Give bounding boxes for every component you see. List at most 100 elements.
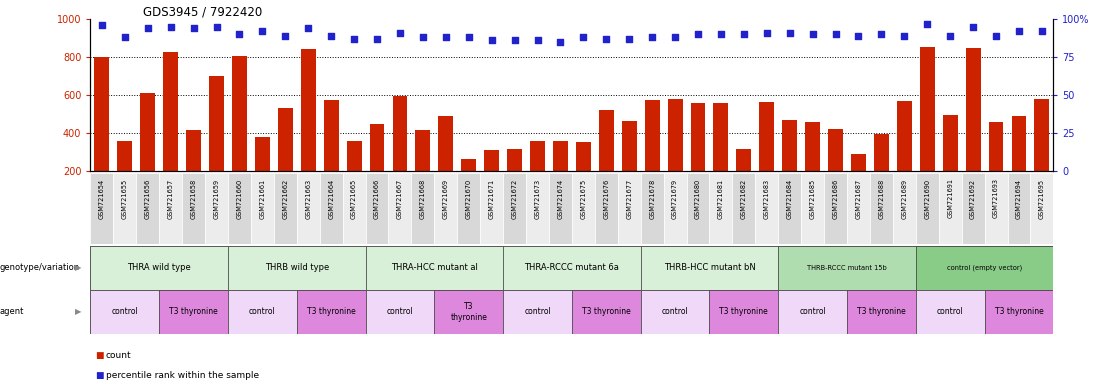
Bar — [163, 52, 179, 209]
Bar — [461, 159, 476, 209]
Text: control (empty vector): control (empty vector) — [947, 265, 1022, 271]
Bar — [920, 47, 934, 209]
Text: GSM721667: GSM721667 — [397, 179, 403, 219]
FancyBboxPatch shape — [779, 290, 847, 334]
Text: GSM721671: GSM721671 — [489, 179, 494, 218]
FancyBboxPatch shape — [458, 173, 480, 244]
FancyBboxPatch shape — [526, 173, 549, 244]
Bar — [1011, 116, 1027, 209]
FancyBboxPatch shape — [365, 290, 435, 334]
FancyBboxPatch shape — [159, 173, 182, 244]
Text: ▶: ▶ — [75, 308, 82, 316]
Text: THRB-RCCC mutant 15b: THRB-RCCC mutant 15b — [807, 265, 887, 271]
FancyBboxPatch shape — [365, 173, 388, 244]
Point — [849, 33, 867, 39]
Text: GSM721666: GSM721666 — [374, 179, 381, 219]
FancyBboxPatch shape — [664, 173, 686, 244]
Text: GSM721689: GSM721689 — [901, 179, 908, 218]
Bar — [95, 57, 109, 209]
FancyBboxPatch shape — [503, 246, 641, 290]
Text: GSM721664: GSM721664 — [329, 179, 334, 219]
Text: GSM721655: GSM721655 — [121, 179, 128, 219]
Bar — [438, 116, 453, 209]
Bar — [117, 141, 132, 209]
Text: GSM721678: GSM721678 — [650, 179, 655, 219]
Text: control: control — [386, 308, 414, 316]
Text: genotype/variation: genotype/variation — [0, 263, 81, 272]
Point — [392, 30, 409, 36]
FancyBboxPatch shape — [549, 173, 571, 244]
Text: GSM721654: GSM721654 — [99, 179, 105, 219]
Text: GSM721691: GSM721691 — [947, 179, 953, 218]
FancyBboxPatch shape — [90, 290, 159, 334]
FancyBboxPatch shape — [1007, 173, 1030, 244]
Bar — [210, 76, 224, 209]
FancyBboxPatch shape — [915, 173, 939, 244]
Text: control: control — [800, 308, 826, 316]
FancyBboxPatch shape — [503, 290, 571, 334]
Point — [872, 31, 890, 38]
FancyBboxPatch shape — [732, 173, 756, 244]
Text: T3 thyronine: T3 thyronine — [169, 308, 218, 316]
Point — [1034, 28, 1051, 35]
Point — [643, 34, 661, 40]
Text: GSM721694: GSM721694 — [1016, 179, 1022, 218]
Point — [437, 34, 454, 40]
Text: control: control — [524, 308, 550, 316]
Point — [666, 34, 684, 40]
Point — [758, 30, 775, 36]
Point — [987, 33, 1005, 39]
Point — [162, 24, 180, 30]
Text: GSM721676: GSM721676 — [603, 179, 609, 219]
Text: GSM721684: GSM721684 — [786, 179, 793, 219]
Text: THRB-HCC mutant bN: THRB-HCC mutant bN — [664, 263, 756, 272]
Text: count: count — [106, 351, 131, 360]
Bar — [782, 120, 797, 209]
FancyBboxPatch shape — [388, 173, 411, 244]
Text: agent: agent — [0, 308, 24, 316]
Bar — [301, 49, 315, 209]
Text: GSM721662: GSM721662 — [282, 179, 288, 219]
FancyBboxPatch shape — [847, 290, 915, 334]
Text: GSM721692: GSM721692 — [971, 179, 976, 218]
Point — [207, 24, 225, 30]
Point — [781, 30, 799, 36]
Text: GSM721677: GSM721677 — [627, 179, 632, 219]
Bar — [576, 142, 591, 209]
FancyBboxPatch shape — [618, 173, 641, 244]
Bar — [553, 141, 568, 209]
Text: T3 thyronine: T3 thyronine — [857, 308, 906, 316]
FancyBboxPatch shape — [641, 173, 664, 244]
Text: THRA wild type: THRA wild type — [127, 263, 191, 272]
Bar — [759, 102, 774, 209]
Bar — [828, 129, 843, 209]
Text: GSM721693: GSM721693 — [993, 179, 999, 218]
Point — [528, 37, 546, 43]
Bar — [393, 96, 407, 209]
Text: GSM721695: GSM721695 — [1039, 179, 1045, 218]
Text: GSM721659: GSM721659 — [214, 179, 219, 218]
Point — [620, 36, 638, 42]
Text: GSM721681: GSM721681 — [718, 179, 724, 218]
Text: GSM721687: GSM721687 — [856, 179, 861, 219]
Text: GSM721686: GSM721686 — [833, 179, 838, 219]
FancyBboxPatch shape — [985, 173, 1007, 244]
Point — [460, 34, 478, 40]
Point — [964, 24, 982, 30]
FancyBboxPatch shape — [297, 290, 365, 334]
FancyBboxPatch shape — [343, 173, 365, 244]
Point — [277, 33, 295, 39]
Bar — [714, 103, 728, 209]
Bar — [531, 141, 545, 209]
FancyBboxPatch shape — [641, 290, 709, 334]
FancyBboxPatch shape — [870, 173, 892, 244]
Bar — [988, 122, 1004, 209]
Bar — [232, 56, 247, 209]
FancyBboxPatch shape — [503, 173, 526, 244]
FancyBboxPatch shape — [90, 246, 228, 290]
Point — [735, 31, 752, 38]
FancyBboxPatch shape — [228, 173, 251, 244]
Bar — [346, 141, 362, 209]
FancyBboxPatch shape — [962, 173, 985, 244]
FancyBboxPatch shape — [365, 246, 503, 290]
